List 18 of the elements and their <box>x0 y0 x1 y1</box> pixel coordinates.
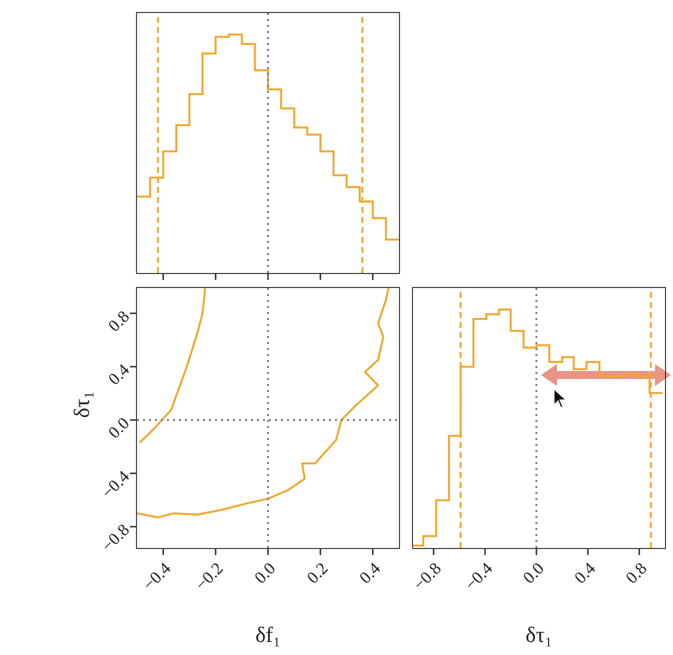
y-axis-title: δτ₁ <box>68 391 94 418</box>
x-tick-label: −0.4 <box>461 558 497 594</box>
x-tick-label: −0.2 <box>192 558 227 594</box>
x-axis-title: δf₁ <box>255 622 281 647</box>
x-tick-label: 0.4 <box>570 558 600 588</box>
x-tick-label: 0.8 <box>622 558 651 588</box>
y-tick-label: −0.8 <box>98 520 134 556</box>
y-tick-label: 0.8 <box>104 306 134 336</box>
x-tick-label: 0.0 <box>519 558 548 588</box>
y-tick-label: 0.4 <box>104 360 134 389</box>
y-tick-label: −0.4 <box>98 466 134 502</box>
x-tick-label: −0.4 <box>139 558 175 594</box>
x-tick-label: 0.2 <box>303 558 332 588</box>
x-axis-title: δτ₁ <box>526 622 552 647</box>
x-tick-label: −0.8 <box>410 558 445 594</box>
y-tick-label: 0.0 <box>104 414 134 442</box>
x-tick-label: 0.0 <box>250 558 280 588</box>
x-tick-label: 0.4 <box>356 558 384 588</box>
